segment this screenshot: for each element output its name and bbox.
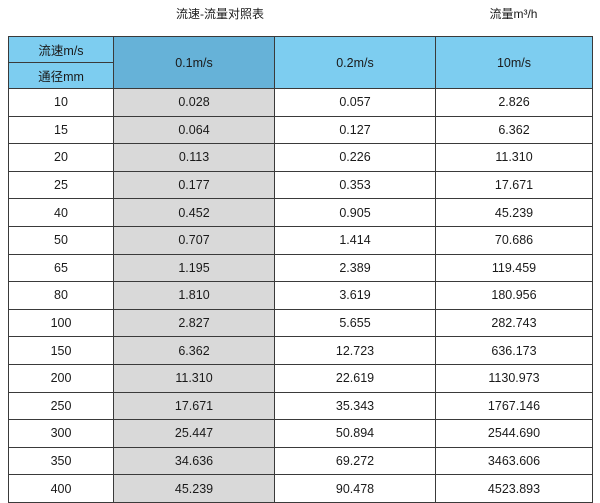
cell-flow-0-1: 45.239 (113, 474, 275, 503)
table-body: 10 0.028 0.057 2.826 15 0.064 0.127 6.362 20 0.11… (8, 88, 593, 503)
cell-flow-0-2: 22.619 (274, 363, 436, 393)
cell-flow-0-2: 2.389 (274, 253, 436, 283)
cell-nominal-diameter: 65 (8, 253, 114, 283)
cell-nominal-diameter: 15 (8, 115, 114, 145)
cell-flow-0-1: 34.636 (113, 446, 275, 476)
cell-flow-10: 17.671 (435, 170, 593, 200)
table-row: 25 0.177 0.353 17.671 (8, 170, 593, 200)
flow-unit-label: 流量m³/h (489, 7, 538, 21)
table-row: 150 6.362 12.723 636.173 (8, 336, 593, 365)
cell-flow-0-2: 0.127 (274, 115, 436, 145)
cell-flow-0-2: 12.723 (274, 336, 436, 365)
cell-flow-0-2: 50.894 (274, 419, 436, 448)
cell-flow-10: 1130.973 (435, 363, 593, 393)
cell-nominal-diameter: 400 (8, 474, 114, 503)
cell-flow-0-1: 1.810 (113, 281, 275, 310)
cell-nominal-diameter: 40 (8, 198, 114, 227)
page-title: 流速-流量对照表 (176, 7, 264, 21)
table-row: 250 17.671 35.343 1767.146 (8, 391, 593, 421)
corner-header-velocity: 流速m/s (8, 36, 114, 63)
corner-header-diameter: 通径mm (8, 62, 114, 89)
cell-flow-0-2: 0.057 (274, 88, 436, 117)
caption-bar: 流速-流量对照表 流量m³/h (0, 0, 600, 36)
cell-flow-0-2: 0.905 (274, 198, 436, 227)
table-row: 15 0.064 0.127 6.362 (8, 115, 593, 145)
table-row: 200 11.310 22.619 1130.973 (8, 363, 593, 393)
cell-flow-0-2: 1.414 (274, 225, 436, 255)
table-row: 65 1.195 2.389 119.459 (8, 253, 593, 283)
cell-flow-0-1: 0.452 (113, 198, 275, 227)
cell-nominal-diameter: 50 (8, 225, 114, 255)
cell-flow-0-2: 90.478 (274, 474, 436, 503)
table-row: 40 0.452 0.905 45.239 (8, 198, 593, 227)
cell-flow-10: 282.743 (435, 308, 593, 338)
table-row: 10 0.028 0.057 2.826 (8, 88, 593, 117)
cell-flow-10: 119.459 (435, 253, 593, 283)
table-header: 流速m/s 0.1m/s 0.2m/s 10m/s 通径mm (8, 36, 593, 89)
table-row: 50 0.707 1.414 70.686 (8, 225, 593, 255)
cell-flow-0-1: 1.195 (113, 253, 275, 283)
cell-flow-10: 636.173 (435, 336, 593, 365)
cell-flow-0-1: 0.707 (113, 225, 275, 255)
cell-nominal-diameter: 80 (8, 281, 114, 310)
cell-nominal-diameter: 100 (8, 308, 114, 338)
cell-nominal-diameter: 20 (8, 143, 114, 172)
column-header-1: 0.2m/s (274, 36, 436, 89)
cell-flow-0-2: 0.226 (274, 143, 436, 172)
header-row-top: 流速m/s 0.1m/s 0.2m/s 10m/s (8, 36, 593, 89)
cell-flow-0-2: 0.353 (274, 170, 436, 200)
cell-flow-0-1: 0.113 (113, 143, 275, 172)
cell-flow-0-1: 2.827 (113, 308, 275, 338)
cell-flow-0-1: 25.447 (113, 419, 275, 448)
cell-nominal-diameter: 250 (8, 391, 114, 421)
cell-flow-0-1: 17.671 (113, 391, 275, 421)
cell-flow-0-1: 0.177 (113, 170, 275, 200)
column-header-0: 0.1m/s (113, 36, 275, 89)
cell-flow-10: 2.826 (435, 88, 593, 117)
cell-flow-0-1: 6.362 (113, 336, 275, 365)
cell-flow-0-2: 5.655 (274, 308, 436, 338)
table-row: 80 1.810 3.619 180.956 (8, 281, 593, 310)
cell-nominal-diameter: 350 (8, 446, 114, 476)
cell-flow-0-2: 3.619 (274, 281, 436, 310)
cell-flow-10: 180.956 (435, 281, 593, 310)
cell-flow-10: 6.362 (435, 115, 593, 145)
cell-flow-10: 3463.606 (435, 446, 593, 476)
cell-nominal-diameter: 200 (8, 363, 114, 393)
header-row-bottom: 通径mm (8, 62, 593, 89)
table-row: 350 34.636 69.272 3463.606 (8, 446, 593, 476)
cell-flow-0-2: 69.272 (274, 446, 436, 476)
table-row: 20 0.113 0.226 11.310 (8, 143, 593, 172)
cell-flow-10: 2544.690 (435, 419, 593, 448)
cell-flow-0-1: 11.310 (113, 363, 275, 393)
flow-velocity-table: 流速m/s 0.1m/s 0.2m/s 10m/s 通径mm 10 0.028 0.… (8, 36, 593, 503)
cell-nominal-diameter: 300 (8, 419, 114, 448)
table-row: 300 25.447 50.894 2544.690 (8, 419, 593, 448)
cell-flow-10: 4523.893 (435, 474, 593, 503)
cell-flow-10: 1767.146 (435, 391, 593, 421)
cell-flow-10: 11.310 (435, 143, 593, 172)
cell-flow-10: 45.239 (435, 198, 593, 227)
column-header-2: 10m/s (435, 36, 593, 89)
cell-flow-0-2: 35.343 (274, 391, 436, 421)
cell-flow-0-1: 0.064 (113, 115, 275, 145)
cell-flow-10: 70.686 (435, 225, 593, 255)
cell-nominal-diameter: 25 (8, 170, 114, 200)
cell-flow-0-1: 0.028 (113, 88, 275, 117)
table-row: 100 2.827 5.655 282.743 (8, 308, 593, 338)
table-row: 400 45.239 90.478 4523.893 (8, 474, 593, 503)
cell-nominal-diameter: 150 (8, 336, 114, 365)
cell-nominal-diameter: 10 (8, 88, 114, 117)
